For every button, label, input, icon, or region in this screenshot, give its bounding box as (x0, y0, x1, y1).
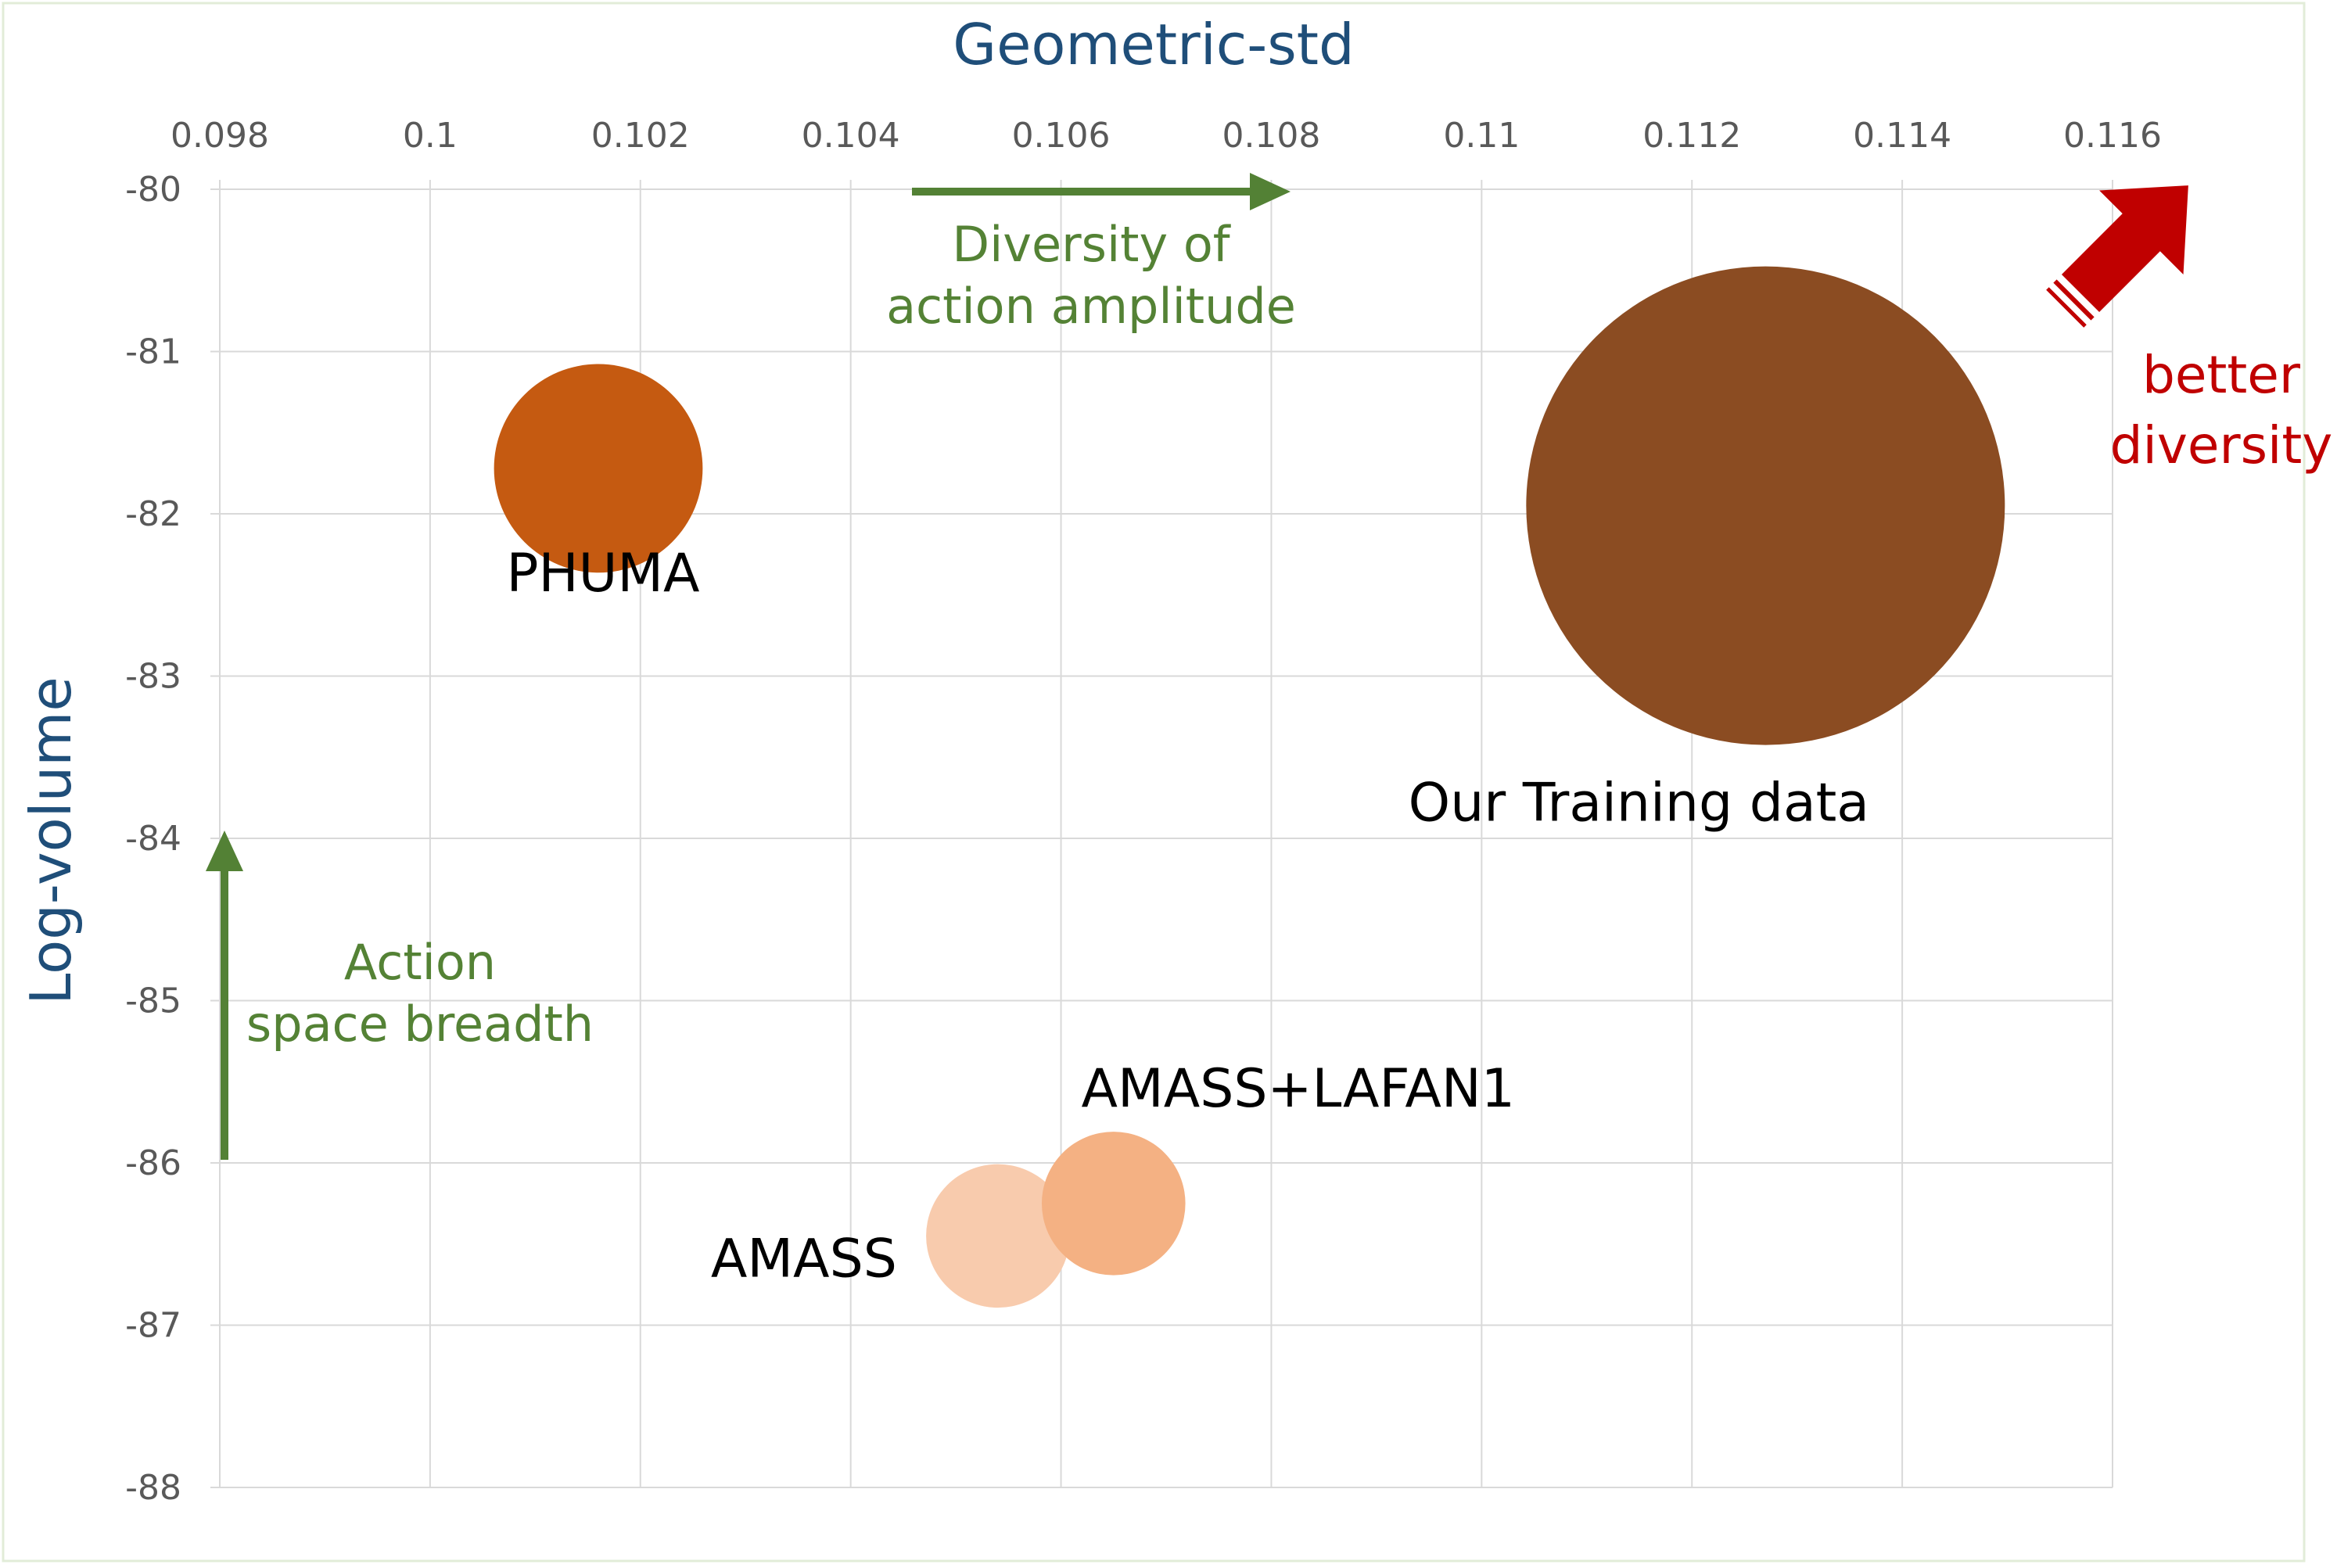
x-tick-label: 0.116 (2063, 116, 2162, 156)
better-arrow (2046, 185, 2188, 328)
x-tick-label: 0.106 (1012, 116, 1111, 156)
better-arrow-stripe (2053, 279, 2095, 321)
better-arrow-body (2061, 185, 2188, 313)
y-tick-label: -87 (125, 1306, 181, 1346)
y-tick-label: -88 (125, 1468, 181, 1508)
better-label-line2: diversity (2110, 415, 2333, 475)
label-phuma: PHUMA (506, 543, 699, 605)
x-tick-label: 0.108 (1222, 116, 1320, 156)
x-tick-label: 0.114 (1853, 116, 1951, 156)
x-tick-label: 0.098 (171, 116, 269, 156)
better-label-line1: better (2142, 345, 2301, 405)
better-arrow-stripe (2046, 287, 2087, 328)
bubble-labels: PHUMA Our Training data AMASS AMASS+LAFAN1 (506, 543, 1869, 1290)
bubble-our-training-data (1526, 266, 2005, 745)
y-tick-label: -80 (125, 170, 181, 210)
y-tick-label: -81 (125, 332, 181, 372)
y-tick-label: -82 (125, 494, 181, 534)
y-arrow-head (206, 831, 243, 871)
label-amass-lafan1: AMASS+LAFAN1 (1082, 1058, 1516, 1120)
x-tick-label: 0.11 (1443, 116, 1520, 156)
x-tick-label: 0.102 (591, 116, 690, 156)
y-arrow-label-line1: Action (344, 934, 496, 991)
bubble-amass (926, 1164, 1070, 1308)
x-tick-label: 0.1 (403, 116, 458, 156)
x-arrow-label-line1: Diversity of (952, 216, 1231, 273)
y-tick-label: -83 (125, 657, 181, 697)
x-tick-label: 0.112 (1642, 116, 1741, 156)
bubbles (494, 266, 2005, 1308)
axis-ticks: 0.098 0.1 0.102 0.104 0.106 0.108 0.11 0.112 0.1… (125, 116, 2162, 1508)
y-arrow-label-line2: space breadth (246, 996, 594, 1053)
x-axis-title: Geometric-std (953, 12, 1354, 77)
x-arrow-label-line2: action amplitude (886, 278, 1296, 335)
y-tick-label: -85 (125, 981, 181, 1021)
x-arrow-head (1250, 173, 1291, 210)
label-our-training-data: Our Training data (1409, 773, 1869, 834)
y-tick-label: -84 (125, 819, 181, 859)
grid (210, 180, 2113, 1488)
y-tick-label: -86 (125, 1143, 181, 1183)
bubble-phuma (494, 364, 703, 573)
bubble-amass-lafan1 (1041, 1132, 1186, 1276)
label-amass: AMASS (711, 1228, 897, 1290)
x-tick-label: 0.104 (802, 116, 900, 156)
y-axis-title: Log-volume (18, 676, 84, 1004)
